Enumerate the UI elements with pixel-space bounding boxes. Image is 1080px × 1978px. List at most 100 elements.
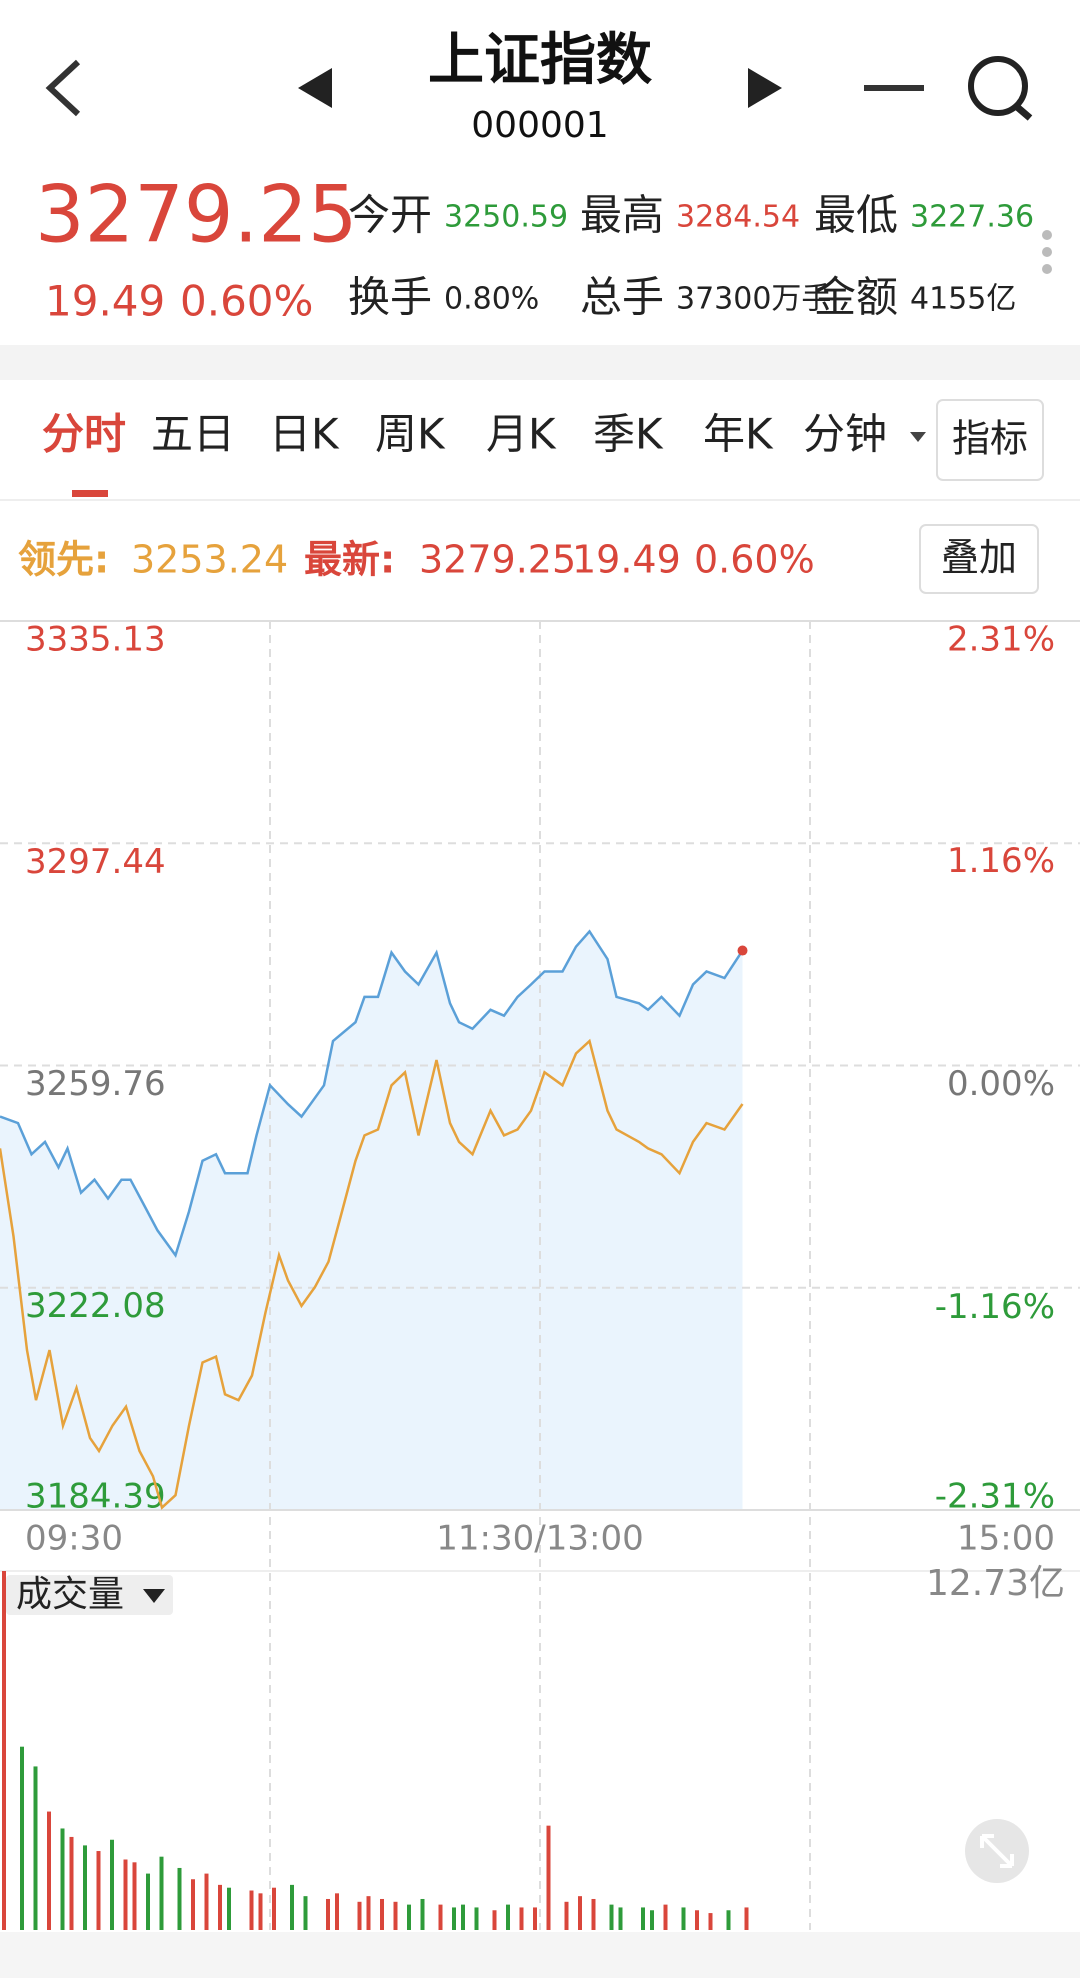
dot xyxy=(1042,247,1052,257)
y2-tick-label: -1.16% xyxy=(935,1287,1055,1327)
volume-bar xyxy=(708,1913,713,1930)
bottom-band xyxy=(0,1932,1080,1978)
volume-bar xyxy=(492,1910,497,1930)
overlay-label: 叠加 xyxy=(941,536,1017,580)
y2-tick-label: 2.31% xyxy=(947,620,1055,660)
stat-value: 4155亿 xyxy=(910,282,1016,317)
tab[interactable]: 年K xyxy=(703,410,774,459)
y2-tick-label: -2.31% xyxy=(935,1477,1055,1517)
x-tick-label: 15:00 xyxy=(957,1519,1055,1559)
prev-button[interactable] xyxy=(298,68,332,108)
y-tick-label: 3222.08 xyxy=(25,1286,166,1326)
volume-bar xyxy=(272,1887,276,1930)
expand-icon xyxy=(980,1834,1014,1868)
next-button[interactable] xyxy=(748,68,782,108)
back-button[interactable] xyxy=(45,59,81,117)
volume-bar xyxy=(506,1904,510,1930)
tab[interactable]: 五日 xyxy=(151,410,235,459)
stat-value: 3250.59 xyxy=(444,200,568,235)
stat-label: 今开 xyxy=(348,191,432,240)
volume-bar xyxy=(578,1896,582,1930)
search-handle xyxy=(1013,103,1033,121)
tab[interactable]: 月K xyxy=(486,410,557,459)
stat-label: 金额 xyxy=(814,273,898,322)
volume-bar xyxy=(393,1901,398,1930)
stat-label: 总手 xyxy=(580,273,664,322)
tab[interactable]: 季K xyxy=(593,410,664,459)
volume-bar xyxy=(2,1571,6,1930)
volume-selector[interactable] xyxy=(6,1575,173,1615)
indicator-label: 指标 xyxy=(952,417,1028,461)
volume-bar xyxy=(641,1907,645,1930)
volume-bar xyxy=(204,1873,209,1930)
volume-bar xyxy=(33,1766,38,1930)
y-tick-label: 3297.44 xyxy=(25,842,166,882)
volume-bar xyxy=(650,1910,654,1930)
y-tick-label: 3184.39 xyxy=(25,1477,166,1517)
y-tick-label: 3335.13 xyxy=(25,620,166,660)
legend-last-value: 3279.25 xyxy=(419,538,576,582)
dropdown-arrow xyxy=(143,1589,165,1603)
volume-bar xyxy=(177,1867,182,1930)
volume-bar xyxy=(407,1904,411,1930)
volume-bar xyxy=(663,1904,668,1930)
volume-bar xyxy=(20,1746,24,1930)
volume-bar xyxy=(123,1859,128,1930)
legend-lead-value: 3253.24 xyxy=(131,538,288,582)
volume-bar xyxy=(681,1907,686,1930)
volume-bar xyxy=(110,1839,114,1930)
stat-value: 37300万手 xyxy=(676,282,831,317)
volume-bar xyxy=(744,1907,749,1930)
volume-bar xyxy=(695,1910,699,1930)
stat-value: 0.80% xyxy=(444,282,539,317)
volume-bar xyxy=(618,1907,623,1930)
volume-bar xyxy=(218,1884,222,1930)
tab[interactable]: 分钟 xyxy=(803,410,887,459)
tab[interactable]: 分时 xyxy=(42,410,126,459)
search-circle xyxy=(968,56,1028,116)
volume-bar xyxy=(146,1873,150,1930)
volume-bar xyxy=(564,1901,569,1930)
tab-dropdown xyxy=(910,432,926,442)
search-button[interactable] xyxy=(968,56,1033,121)
legend-last-name: 最新: xyxy=(304,538,395,582)
volume-bar xyxy=(357,1901,362,1930)
legend-lead-name: 领先: xyxy=(18,538,109,582)
volume-label: 成交量 xyxy=(16,1574,124,1615)
volume-bar xyxy=(546,1825,551,1930)
x-tick-label: 09:30 xyxy=(25,1519,123,1559)
indicator-button[interactable] xyxy=(936,399,1044,481)
tab[interactable]: 日K xyxy=(269,410,340,459)
volume-bar xyxy=(290,1884,294,1930)
volume-bar xyxy=(191,1879,195,1930)
volume-bar xyxy=(335,1893,339,1930)
x-tick-label: 11:30/13:00 xyxy=(436,1519,643,1559)
volume-bar xyxy=(366,1896,371,1930)
volume-bar xyxy=(96,1851,101,1930)
price-line xyxy=(0,929,744,1258)
volume-bar xyxy=(519,1907,524,1930)
volume-bar xyxy=(227,1887,231,1930)
tab-underline xyxy=(72,490,108,497)
change: 19.49 xyxy=(45,277,165,326)
price-line xyxy=(0,1038,744,1510)
legend-change-pct: 0.60% xyxy=(694,538,815,582)
dot xyxy=(1042,230,1052,240)
volume-bar xyxy=(380,1898,384,1930)
overlay-button[interactable] xyxy=(919,524,1039,594)
expand-button[interactable] xyxy=(965,1819,1029,1883)
dot xyxy=(1042,264,1052,274)
title: 上证指数 xyxy=(428,28,652,93)
more-button[interactable] xyxy=(1042,230,1052,274)
stat-label: 换手 xyxy=(348,273,432,322)
volume-tick-label: 12.73亿 xyxy=(926,1563,1065,1604)
volume-bar xyxy=(326,1898,330,1930)
y2-tick-label: 1.16% xyxy=(947,841,1055,881)
volume-bar xyxy=(159,1856,164,1930)
volume-bar xyxy=(420,1898,425,1930)
code: 000001 xyxy=(471,105,608,146)
volume-bar xyxy=(132,1862,137,1930)
tab[interactable]: 周K xyxy=(375,410,446,459)
